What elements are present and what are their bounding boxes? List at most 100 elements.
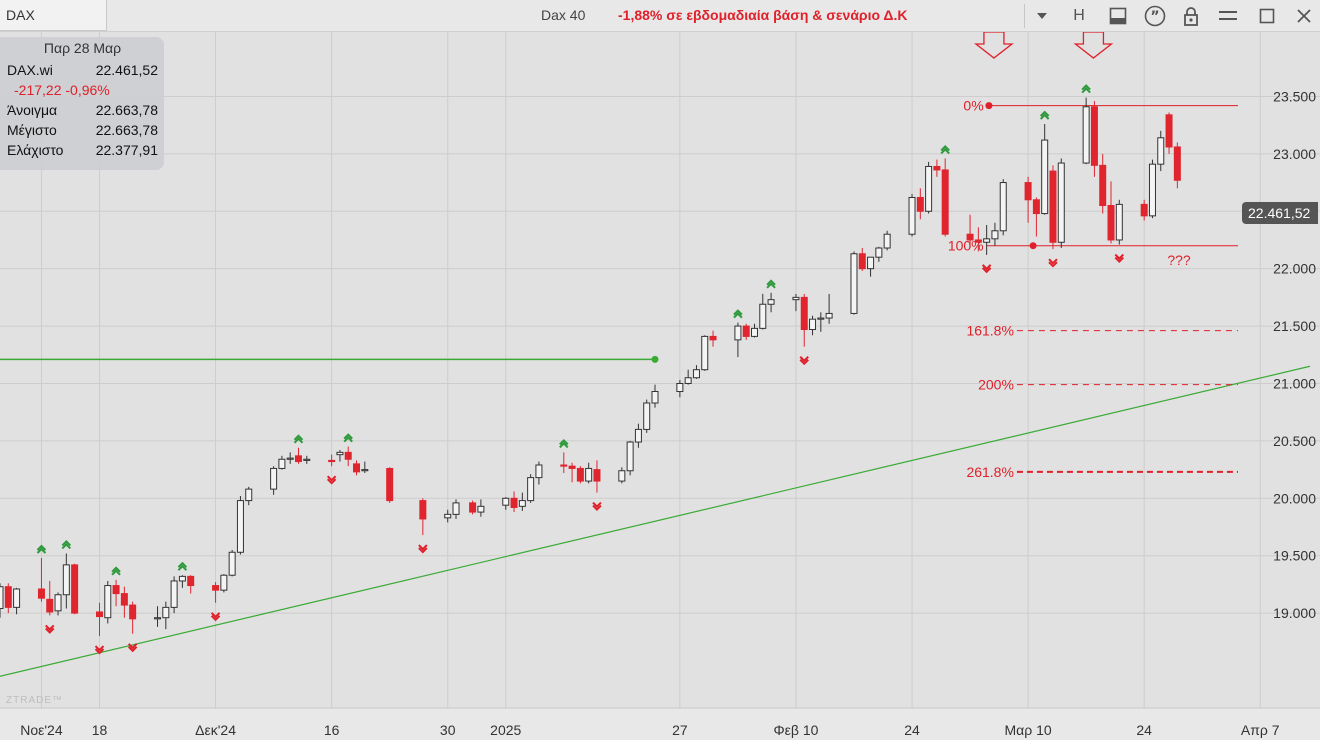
interval-button[interactable]: H bbox=[1073, 7, 1085, 24]
y-tick-label: 20.000 bbox=[1273, 490, 1316, 506]
candle-up bbox=[651, 391, 659, 404]
y-tick-label: 19.500 bbox=[1273, 548, 1316, 564]
candle-up bbox=[303, 458, 311, 461]
x-tick-label: Δεκ'24 bbox=[195, 722, 236, 738]
fractal-up-icon bbox=[733, 309, 743, 319]
x-tick-label: 27 bbox=[672, 722, 688, 738]
menu-icon[interactable] bbox=[1214, 2, 1242, 30]
x-tick-label: Φεβ 10 bbox=[773, 722, 818, 738]
y-tick-label: 21.500 bbox=[1273, 318, 1316, 334]
candle-up bbox=[452, 502, 460, 515]
candle-down bbox=[576, 467, 584, 482]
maximize-icon[interactable] bbox=[1253, 2, 1281, 30]
candle-up bbox=[1157, 137, 1165, 165]
candle-up bbox=[792, 296, 800, 301]
candle-up bbox=[809, 318, 817, 331]
info-low-value: 22.377,91 bbox=[95, 142, 158, 158]
candle-up bbox=[444, 513, 452, 519]
candle-up bbox=[701, 335, 709, 371]
candle-down bbox=[294, 455, 302, 463]
candle-down bbox=[419, 500, 427, 520]
fib-level-label: 161.8% bbox=[966, 323, 1013, 339]
candle-up bbox=[535, 464, 543, 479]
candle-down bbox=[187, 575, 195, 587]
close-icon[interactable] bbox=[1290, 2, 1318, 30]
candle-down bbox=[95, 611, 103, 618]
candle-down bbox=[568, 465, 576, 469]
candle-down bbox=[353, 463, 361, 473]
quote-icon[interactable]: ” bbox=[1141, 2, 1169, 30]
candle-down bbox=[800, 296, 808, 331]
candle-down bbox=[1173, 146, 1181, 181]
candle-up bbox=[154, 617, 162, 620]
candle-down bbox=[1107, 205, 1115, 241]
info-instrument-row: DAX.wi 22.461,52 bbox=[7, 60, 158, 80]
candle-up bbox=[477, 505, 485, 513]
candle-up bbox=[883, 233, 891, 249]
toolbar: DAX Dax 40 -1,88% σε εβδομαδιαία βάση & … bbox=[0, 0, 1320, 32]
symbol-input[interactable]: DAX bbox=[0, 0, 107, 31]
info-instrument-value: 22.461,52 bbox=[95, 62, 158, 78]
candle-down bbox=[71, 564, 79, 614]
candle-up bbox=[236, 500, 244, 553]
candle-down bbox=[1140, 203, 1148, 217]
candle-down bbox=[858, 253, 866, 270]
fib-level-label: 0% bbox=[963, 98, 983, 114]
candle-down bbox=[46, 598, 54, 613]
candle-up bbox=[54, 594, 62, 612]
panel-icon[interactable] bbox=[1104, 2, 1132, 30]
candle-down bbox=[1099, 164, 1107, 207]
candle-down bbox=[916, 196, 924, 212]
candle-up bbox=[228, 551, 236, 576]
info-open-row: Άνοιγμα 22.663,78 bbox=[7, 100, 158, 120]
candle-up bbox=[527, 477, 535, 502]
candle-up bbox=[104, 585, 112, 619]
candle-up bbox=[336, 451, 344, 456]
candle-up bbox=[178, 575, 186, 582]
svg-text:”: ” bbox=[1150, 9, 1159, 25]
chart-note: -1,88% σε εβδομαδιαία βάση & σενάριο Δ.Κ bbox=[618, 7, 908, 23]
candle-up bbox=[62, 564, 70, 596]
candle-down bbox=[742, 325, 750, 337]
candle-up bbox=[817, 317, 825, 320]
candlestick-chart[interactable]: Νοε'24 18 Δεκ'24 16 30 2025 27 Φεβ 10 24 Μαρ 10 24… bbox=[0, 32, 1320, 740]
fractal-up-icon bbox=[61, 539, 72, 550]
fractal-down-icon bbox=[799, 356, 809, 366]
y-tick-label: 22.000 bbox=[1273, 261, 1316, 277]
fractal-up-icon bbox=[111, 566, 121, 576]
candle-down bbox=[1165, 114, 1173, 148]
fractal-up-icon bbox=[1039, 110, 1050, 120]
candle-up bbox=[999, 182, 1007, 232]
lock-icon[interactable] bbox=[1177, 2, 1205, 30]
candle-up bbox=[618, 470, 626, 482]
x-tick-label: Απρ 7 bbox=[1241, 722, 1280, 738]
candle-down bbox=[212, 585, 220, 591]
candle-up bbox=[750, 327, 758, 337]
candle-up bbox=[502, 497, 510, 506]
candle-up bbox=[734, 325, 742, 341]
peak-arrow-icon bbox=[1073, 32, 1114, 59]
fib-level-label: 200% bbox=[978, 377, 1014, 393]
candle-down bbox=[344, 451, 352, 460]
candle-up bbox=[1115, 203, 1123, 241]
info-date: Παρ 28 Μαρ bbox=[43, 40, 122, 56]
x-tick-label: 30 bbox=[440, 722, 456, 738]
x-tick-label: 18 bbox=[92, 722, 108, 738]
fractal-up-icon bbox=[559, 438, 569, 449]
candle-up bbox=[278, 458, 286, 469]
fractal-up-icon bbox=[1081, 84, 1091, 94]
candle-down bbox=[386, 467, 394, 502]
trend-line bbox=[0, 365, 1311, 677]
fractal-down-icon bbox=[326, 475, 337, 485]
candle-up bbox=[1082, 106, 1090, 164]
candle-up bbox=[162, 606, 170, 619]
chart-area[interactable]: Νοε'24 18 Δεκ'24 16 30 2025 27 Φεβ 10 24 Μαρ 10 24… bbox=[0, 32, 1320, 740]
x-axis-strip bbox=[0, 708, 1320, 740]
fractal-up-icon bbox=[766, 279, 776, 289]
x-tick-label: 2025 bbox=[490, 722, 521, 738]
candle-up bbox=[361, 469, 369, 472]
dropdown-icon[interactable] bbox=[1028, 2, 1056, 30]
candle-down bbox=[593, 469, 601, 482]
fractal-down-icon bbox=[127, 643, 138, 653]
x-tick-label: 24 bbox=[904, 722, 920, 738]
